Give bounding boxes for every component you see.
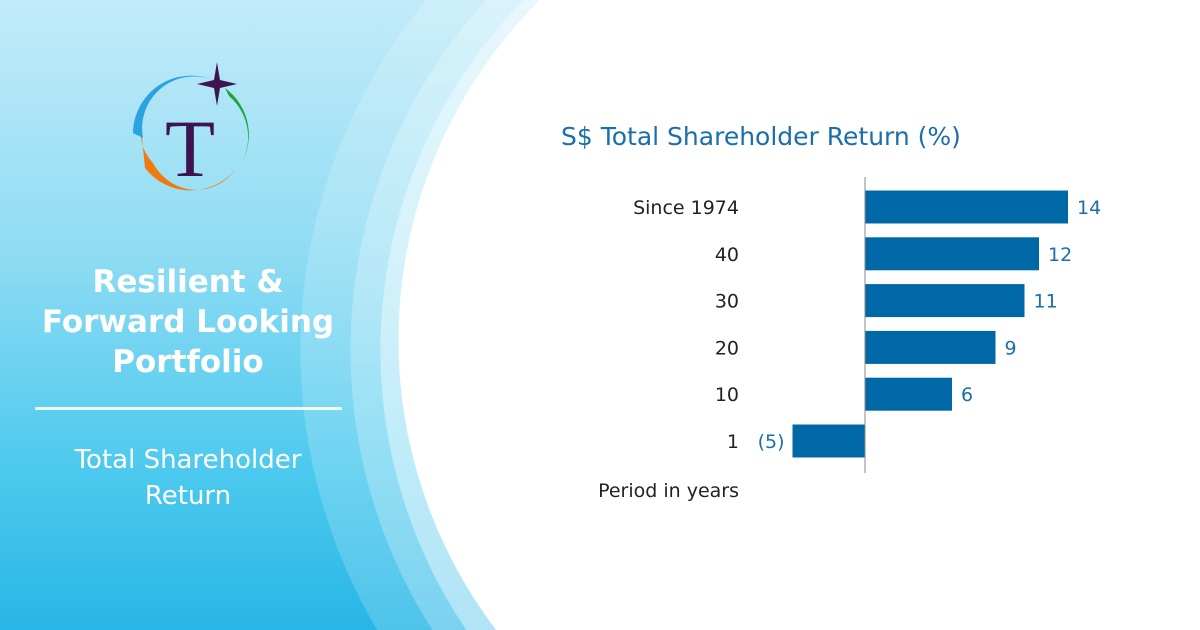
bar xyxy=(865,284,1025,318)
category-label: 20 xyxy=(715,337,739,359)
bar xyxy=(865,377,952,411)
title-line: Forward Looking xyxy=(41,304,335,340)
value-label: 6 xyxy=(961,384,973,406)
value-label: (5) xyxy=(758,431,785,453)
value-label: 9 xyxy=(1005,337,1017,359)
category-label: 40 xyxy=(715,244,739,266)
sidebar-title: Resilient & Forward Looking Portfolio xyxy=(20,262,356,382)
bar xyxy=(792,424,865,458)
sidebar-subtitle: Total Shareholder Return xyxy=(20,442,356,514)
bar xyxy=(865,237,1039,271)
value-label: 11 xyxy=(1034,291,1058,313)
axis-label: Period in years xyxy=(598,480,739,502)
bar xyxy=(865,330,996,364)
category-label: 1 xyxy=(727,431,739,453)
title-line: Resilient & xyxy=(92,264,284,300)
value-label: 12 xyxy=(1048,244,1072,266)
chart-title: S$ Total Shareholder Return (%) xyxy=(561,122,961,151)
value-label: 14 xyxy=(1077,197,1101,219)
company-logo: T xyxy=(133,62,249,194)
divider xyxy=(35,407,342,410)
bar xyxy=(865,190,1068,224)
category-label: 10 xyxy=(715,384,739,406)
category-label: Since 1974 xyxy=(633,197,739,219)
category-label: 30 xyxy=(715,291,739,313)
subtitle-line: Total Shareholder xyxy=(74,445,302,475)
logo-letter: T xyxy=(165,103,215,194)
subtitle-line: Return xyxy=(144,481,232,511)
title-line: Portfolio xyxy=(112,344,264,380)
